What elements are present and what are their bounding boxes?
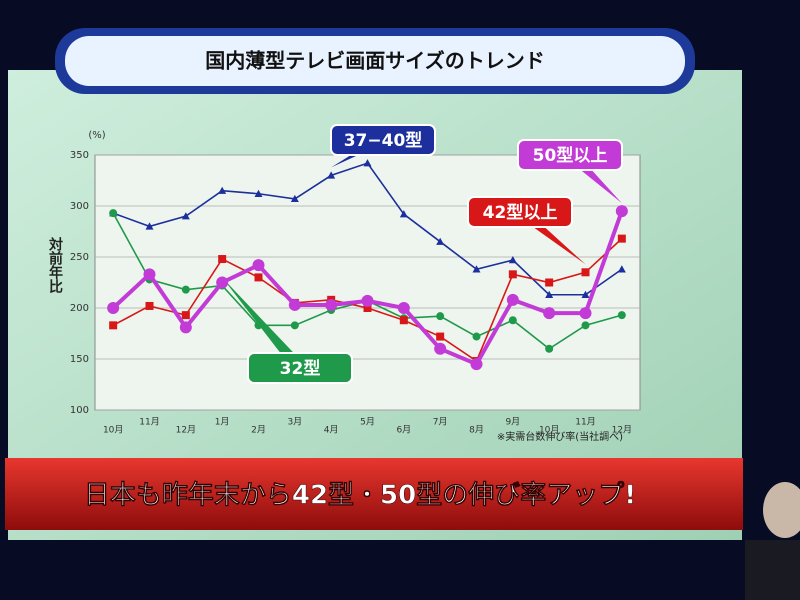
marker [216,276,229,289]
callout-box [517,139,623,171]
chart: 100 150 200 250 300 350 10月 11月 12月 1月 2月 3月 4月 5月 6月 7… [70,124,640,436]
marker [109,321,118,330]
x-tick-label: 12月 [176,425,196,436]
presenter [745,482,800,600]
title-box [65,36,685,86]
marker [508,270,517,279]
marker [397,302,410,314]
y-axis-label: 対前年比 [47,236,64,294]
x-tick-label: 3月 [287,417,302,428]
marker [361,294,374,307]
marker [581,321,590,330]
marker [579,307,592,320]
x-tick-label: 12月 [612,425,632,436]
x-tick-label: 1月 [215,417,230,428]
marker [399,210,408,218]
marker [545,278,554,287]
marker [327,171,336,179]
plot-area [94,154,641,411]
headline-banner [5,458,743,530]
marker [218,255,227,264]
marker [325,298,338,311]
marker [472,332,481,341]
x-tick-label: 10月 [103,425,123,436]
marker [508,316,517,325]
marker [506,293,519,306]
y-tick-label: 200 [70,303,89,314]
marker [581,268,590,277]
marker [543,307,556,320]
y-tick-label: 150 [70,354,89,365]
marker [436,332,445,341]
marker [508,256,517,264]
callout-box [467,196,573,228]
marker [145,301,154,310]
legend-label: 32型 [280,358,321,379]
x-tick-label: 9月 [505,417,520,428]
legend-label: 50型以上 [533,145,608,166]
marker [436,312,445,321]
marker [436,237,445,245]
x-tick-label: 10月 [539,425,559,436]
y-tick-label: 300 [70,201,89,212]
marker [615,205,628,218]
marker [617,234,626,243]
marker [434,342,447,355]
callout-pointer [562,155,622,204]
x-tick-label: 11月 [139,417,159,428]
marker [218,186,227,194]
marker [617,311,626,320]
marker [254,189,263,197]
marker [288,298,301,311]
marker [252,259,265,272]
marker [290,321,299,330]
x-tick-label: 5月 [360,417,375,428]
note: ※実需台数伸び率(当社調べ) [497,430,623,443]
marker [290,194,299,203]
marker [470,358,483,371]
marker [581,290,590,298]
marker [399,316,408,325]
x-tick-label: 7月 [433,417,448,428]
y-tick-label: 100 [70,405,89,416]
marker [143,268,156,281]
marker [179,321,192,334]
marker [617,265,626,273]
marker [107,302,120,314]
callout-box [247,352,353,384]
marker [254,273,263,282]
x-tick-label: 4月 [324,425,339,436]
y-tick-label: 350 [70,150,89,161]
marker [472,265,481,273]
x-tick-label: 8月 [469,425,484,436]
x-tick-label: 11月 [575,417,595,428]
marker [145,222,154,230]
marker [545,290,554,298]
callout-box [330,124,436,156]
marker [363,159,372,167]
legend-label: 37−40型 [344,130,423,151]
marker [109,209,118,218]
marker [181,311,190,320]
headline: 日本も昨年末から42型・50型の伸び率アップ! [84,480,636,511]
marker [363,304,372,312]
marker [545,344,554,353]
callout-pointer [222,277,308,368]
y-unit: (%) [88,130,105,141]
legend-label: 42型以上 [483,202,558,223]
slide-title: 国内薄型テレビ画面サイズのトレンド [205,49,544,73]
x-tick-label: 2月 [251,425,266,436]
marker [181,285,190,294]
marker [181,212,190,220]
x-tick-label: 6月 [396,425,411,436]
y-tick-label: 250 [70,252,89,263]
